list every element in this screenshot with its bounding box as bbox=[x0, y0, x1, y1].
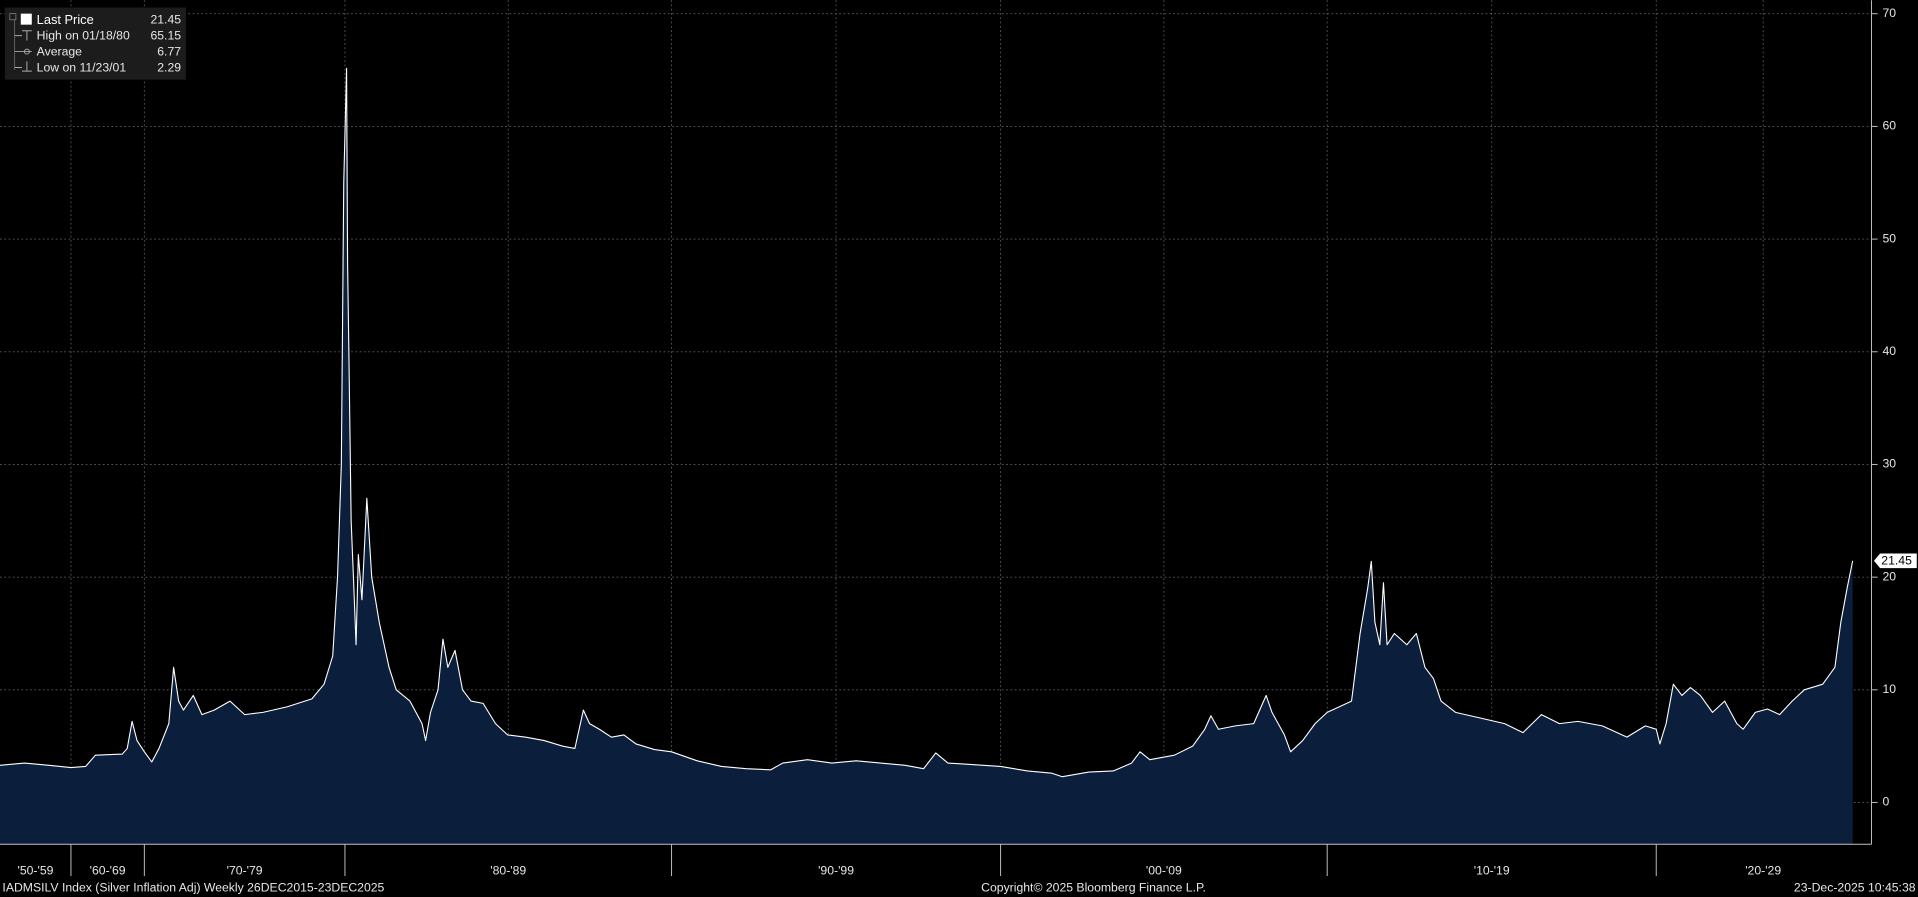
legend-swatch bbox=[20, 13, 32, 25]
x-tick-label: '90-'99 bbox=[818, 863, 854, 877]
y-tick-label: 70 bbox=[1883, 6, 1897, 20]
x-tick-label: '50-'59 bbox=[18, 863, 54, 877]
footer-left: IADMSILV Index (Silver Inflation Adj) We… bbox=[2, 880, 384, 894]
legend-value: 65.15 bbox=[150, 29, 181, 43]
line bbox=[0, 67, 1854, 778]
x-tick-label: '00-'09 bbox=[1146, 863, 1182, 877]
footer-right: 23-Dec-2025 10:45:38 bbox=[1794, 880, 1916, 894]
y-tick-label: 10 bbox=[1883, 682, 1897, 696]
area bbox=[0, 68, 1853, 845]
y-tick-label: 20 bbox=[1883, 569, 1897, 583]
y-tick-label: 0 bbox=[1883, 795, 1890, 809]
y-tick-label: 60 bbox=[1883, 119, 1897, 133]
x-tick-label: '60-'69 bbox=[90, 863, 126, 877]
legend-icon-average bbox=[14, 48, 32, 55]
legend-box bbox=[4, 7, 186, 80]
x-tick-label: '10-'19 bbox=[1474, 863, 1510, 877]
legend-label: High on 01/18/80 bbox=[37, 29, 130, 43]
y-tick-label: 40 bbox=[1883, 344, 1897, 358]
legend-label: Low on 11/23/01 bbox=[37, 60, 127, 74]
plot bbox=[0, 67, 1854, 845]
x-tick-label: '70-'79 bbox=[227, 863, 263, 877]
y-tick-label: 50 bbox=[1883, 231, 1897, 245]
legend-label: Last Price bbox=[37, 12, 94, 27]
legend-value: 6.77 bbox=[157, 44, 181, 58]
last-price-label: 21.45 bbox=[1881, 554, 1912, 568]
legend-value: 2.29 bbox=[157, 60, 181, 74]
legend: Last Price 21.45 High on 01/18/80 65.15 … bbox=[4, 7, 186, 80]
x-tick-label: '20-'29 bbox=[1745, 863, 1781, 877]
legend-icon-low bbox=[14, 61, 32, 72]
legend-icon-high bbox=[14, 30, 32, 41]
legend-collapse bbox=[9, 13, 17, 21]
footer-center: Copyright© 2025 Bloomberg Finance L.P. bbox=[981, 880, 1206, 894]
legend-label: Average bbox=[37, 44, 82, 58]
legend-value: 21.45 bbox=[150, 13, 181, 27]
last-price-tag bbox=[1873, 553, 1917, 569]
y-tick-label: 30 bbox=[1883, 457, 1897, 471]
x-tick-label: '80-'89 bbox=[490, 863, 526, 877]
axes: 0 10 20 30 40 50 60 70 '50-'59 '60-'69 '70-'79 '80-… bbox=[18, 6, 1917, 877]
